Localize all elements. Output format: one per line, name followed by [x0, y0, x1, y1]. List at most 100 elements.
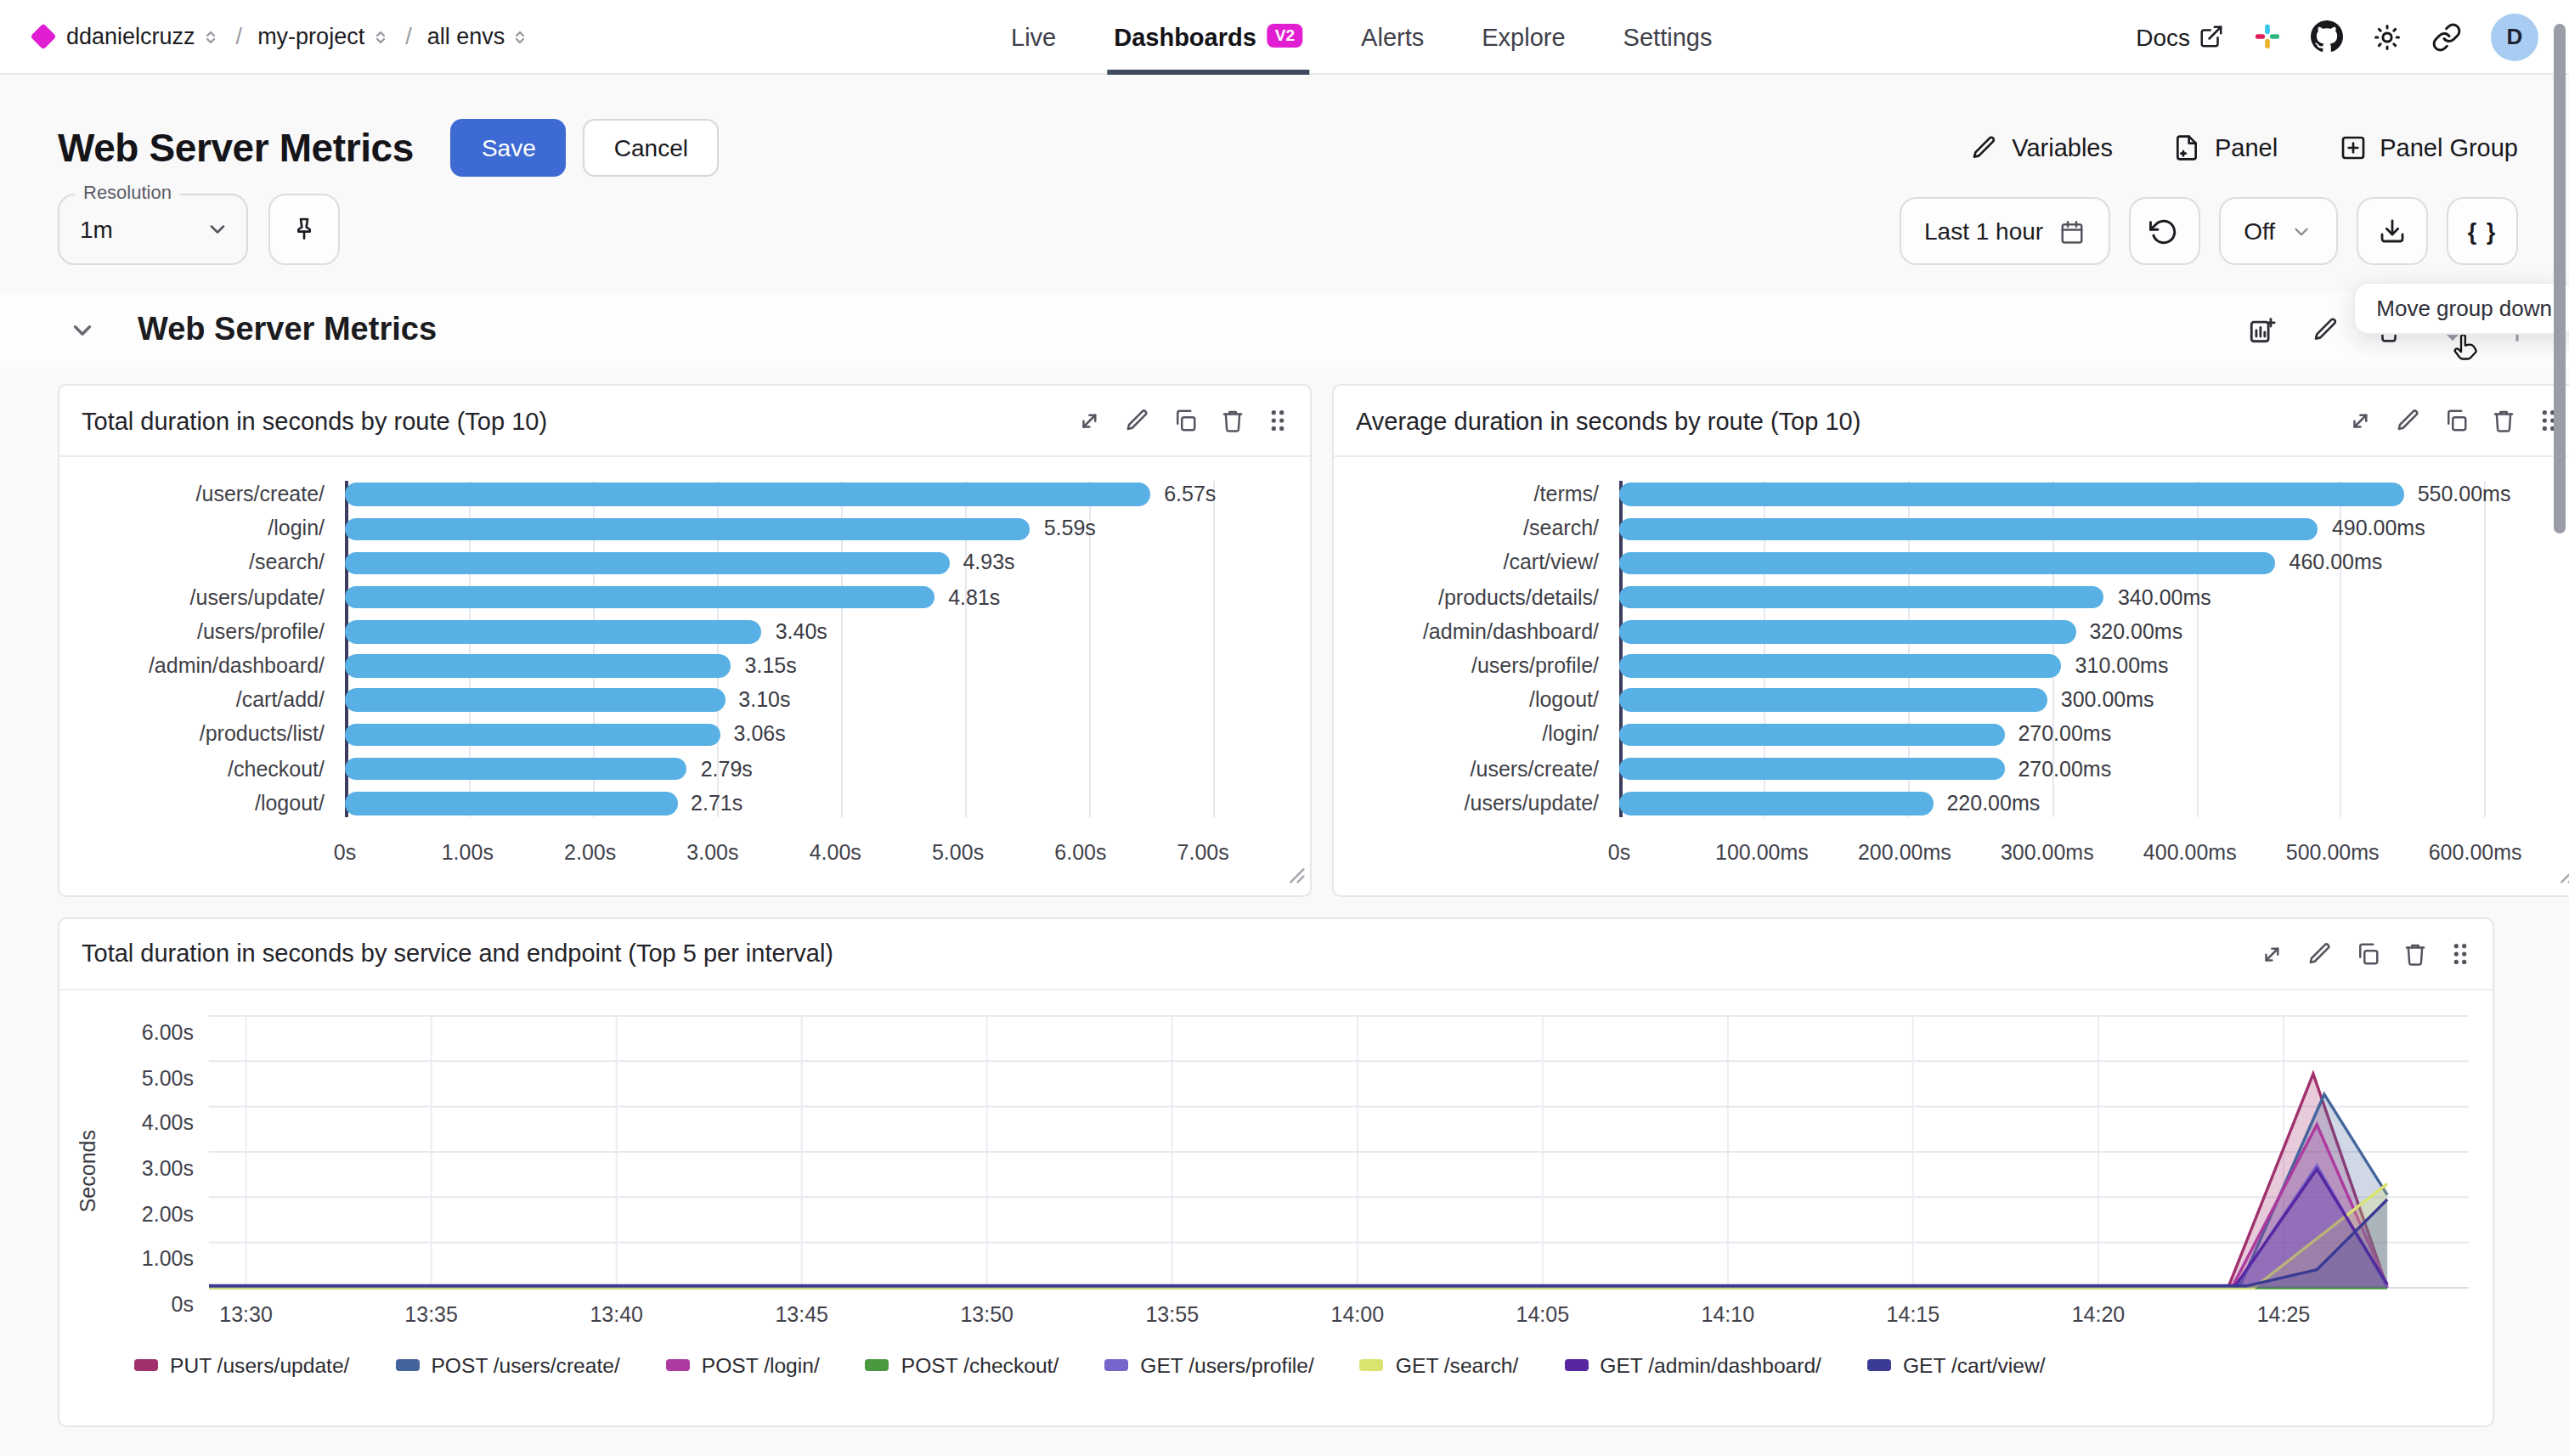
- series-area: [209, 1169, 2387, 1288]
- theme-sun-icon[interactable]: [2372, 21, 2402, 52]
- copy-icon[interactable]: [2355, 941, 2380, 967]
- bar[interactable]: [1619, 620, 2075, 643]
- bar[interactable]: [1619, 723, 2004, 746]
- bar[interactable]: [1619, 655, 2062, 678]
- slack-icon[interactable]: [2253, 22, 2282, 51]
- tab-live[interactable]: Live: [1011, 0, 1056, 74]
- pin-resolution-button[interactable]: [268, 194, 340, 265]
- braces-icon: { }: [2468, 218, 2498, 244]
- series-line: [209, 1125, 2387, 1288]
- tab-dashboards[interactable]: Dashboards V2: [1114, 0, 1303, 74]
- breadcrumb-env[interactable]: all envs: [427, 24, 531, 49]
- resize-corner-icon[interactable]: [1288, 860, 1305, 890]
- cancel-button[interactable]: Cancel: [584, 119, 719, 177]
- caret-updown-icon: [200, 26, 221, 47]
- legend-item[interactable]: GET /admin/dashboard/: [1564, 1354, 1821, 1378]
- bar[interactable]: [1619, 758, 2004, 781]
- vertical-scrollbar[interactable]: [2554, 24, 2566, 533]
- bar[interactable]: [1619, 792, 1933, 815]
- variables-button[interactable]: Variables: [1971, 134, 2113, 161]
- expand-icon[interactable]: [1077, 408, 1103, 433]
- delete-icon[interactable]: [1220, 408, 1245, 433]
- delete-icon[interactable]: [2402, 941, 2428, 967]
- bar[interactable]: [345, 483, 1150, 506]
- page-header: Web Server Metrics Save Cancel Variables…: [0, 75, 2569, 177]
- copy-icon[interactable]: [1172, 408, 1198, 433]
- legend-item[interactable]: GET /cart/view/: [1867, 1354, 2046, 1378]
- drag-handle-icon[interactable]: [1268, 408, 1288, 433]
- bar[interactable]: [345, 689, 725, 712]
- bar[interactable]: [345, 620, 762, 643]
- add-panel-button[interactable]: Panel: [2174, 134, 2278, 161]
- bar-category-label: /login/: [1334, 718, 1619, 752]
- legend-item[interactable]: GET /search/: [1360, 1354, 1518, 1378]
- resolution-select[interactable]: Resolution 1m: [58, 194, 248, 265]
- tab-explore[interactable]: Explore: [1482, 0, 1565, 74]
- expand-icon[interactable]: [2348, 408, 2374, 433]
- bar[interactable]: [345, 517, 1030, 540]
- caret-updown-icon: [370, 26, 390, 47]
- github-icon[interactable]: [2311, 20, 2343, 53]
- legend-item[interactable]: PUT /users/update/: [134, 1354, 349, 1378]
- breadcrumb-project[interactable]: my-project: [257, 24, 390, 49]
- nav-right-cluster: Docs D: [2136, 13, 2538, 60]
- resize-corner-icon[interactable]: [2559, 860, 2569, 890]
- bar[interactable]: [1619, 586, 2104, 609]
- copy-icon[interactable]: [2443, 408, 2469, 433]
- refresh-button[interactable]: [2128, 197, 2199, 265]
- breadcrumb-org[interactable]: ddanielcruzz: [66, 24, 221, 49]
- legend-item[interactable]: POST /users/create/: [395, 1354, 619, 1378]
- share-link-icon[interactable]: [2431, 21, 2462, 52]
- add-panel-group-button[interactable]: Panel Group: [2339, 134, 2518, 161]
- legend-item[interactable]: GET /users/profile/: [1104, 1354, 1314, 1378]
- edit-icon[interactable]: [2396, 408, 2421, 433]
- calendar-icon: [2058, 218, 2084, 244]
- series-area: [209, 1183, 2387, 1288]
- legend-item[interactable]: POST /login/: [666, 1354, 820, 1378]
- expand-icon[interactable]: [2260, 941, 2285, 967]
- save-button[interactable]: Save: [451, 119, 567, 177]
- move-group-down-tooltip: Move group down: [2352, 282, 2569, 335]
- json-view-button[interactable]: { }: [2447, 197, 2518, 265]
- edit-group-icon[interactable]: [2312, 316, 2340, 343]
- bar[interactable]: [1619, 551, 2276, 574]
- bar-value-label: 3.15s: [745, 654, 797, 678]
- drag-handle-icon[interactable]: [2450, 941, 2470, 967]
- bar[interactable]: [345, 586, 934, 609]
- bar-value-label: 3.06s: [734, 723, 786, 747]
- caret-updown-icon: [510, 26, 530, 47]
- bar[interactable]: [345, 792, 677, 815]
- delete-icon[interactable]: [2491, 408, 2516, 433]
- bar[interactable]: [1619, 689, 2047, 712]
- download-button[interactable]: [2357, 197, 2428, 265]
- series-area: [209, 1125, 2387, 1288]
- bar[interactable]: [1619, 483, 2404, 506]
- tab-alerts[interactable]: Alerts: [1361, 0, 1424, 74]
- collapse-chevron-icon[interactable]: [68, 315, 97, 344]
- docs-link[interactable]: Docs: [2136, 23, 2224, 50]
- bar[interactable]: [345, 655, 731, 678]
- add-chart-icon[interactable]: [2248, 315, 2277, 344]
- bar[interactable]: [1619, 517, 2318, 540]
- tab-settings[interactable]: Settings: [1623, 0, 1713, 74]
- series-area: [209, 1094, 2387, 1288]
- bar-value-label: 270.00ms: [2018, 723, 2111, 747]
- bar[interactable]: [345, 758, 687, 781]
- breadcrumb-env-label: all envs: [427, 24, 505, 49]
- time-range-button[interactable]: Last 1 hour: [1899, 197, 2109, 265]
- panel-title: Total duration in seconds by route (Top …: [82, 407, 547, 434]
- legend-item[interactable]: POST /checkout/: [866, 1354, 1059, 1378]
- avatar[interactable]: D: [2491, 13, 2538, 60]
- edit-icon[interactable]: [2307, 941, 2333, 967]
- bar-value-label: 320.00ms: [2089, 620, 2182, 644]
- area-plot[interactable]: 13:3013:3513:4013:4513:5013:5514:0014:05…: [209, 1007, 2469, 1337]
- bar-category-label: /products/details/: [1334, 580, 1619, 614]
- panel-total-duration-by-route: Total duration in seconds by route (Top …: [58, 384, 1312, 897]
- edit-icon[interactable]: [1125, 408, 1150, 433]
- bar[interactable]: [345, 551, 949, 574]
- auto-refresh-select[interactable]: Off: [2218, 197, 2338, 265]
- bar-value-label: 220.00ms: [1946, 792, 2040, 815]
- bar[interactable]: [345, 723, 720, 746]
- legend-label: PUT /users/update/: [170, 1354, 349, 1378]
- header-actions: Variables Panel Panel Group: [1971, 134, 2518, 161]
